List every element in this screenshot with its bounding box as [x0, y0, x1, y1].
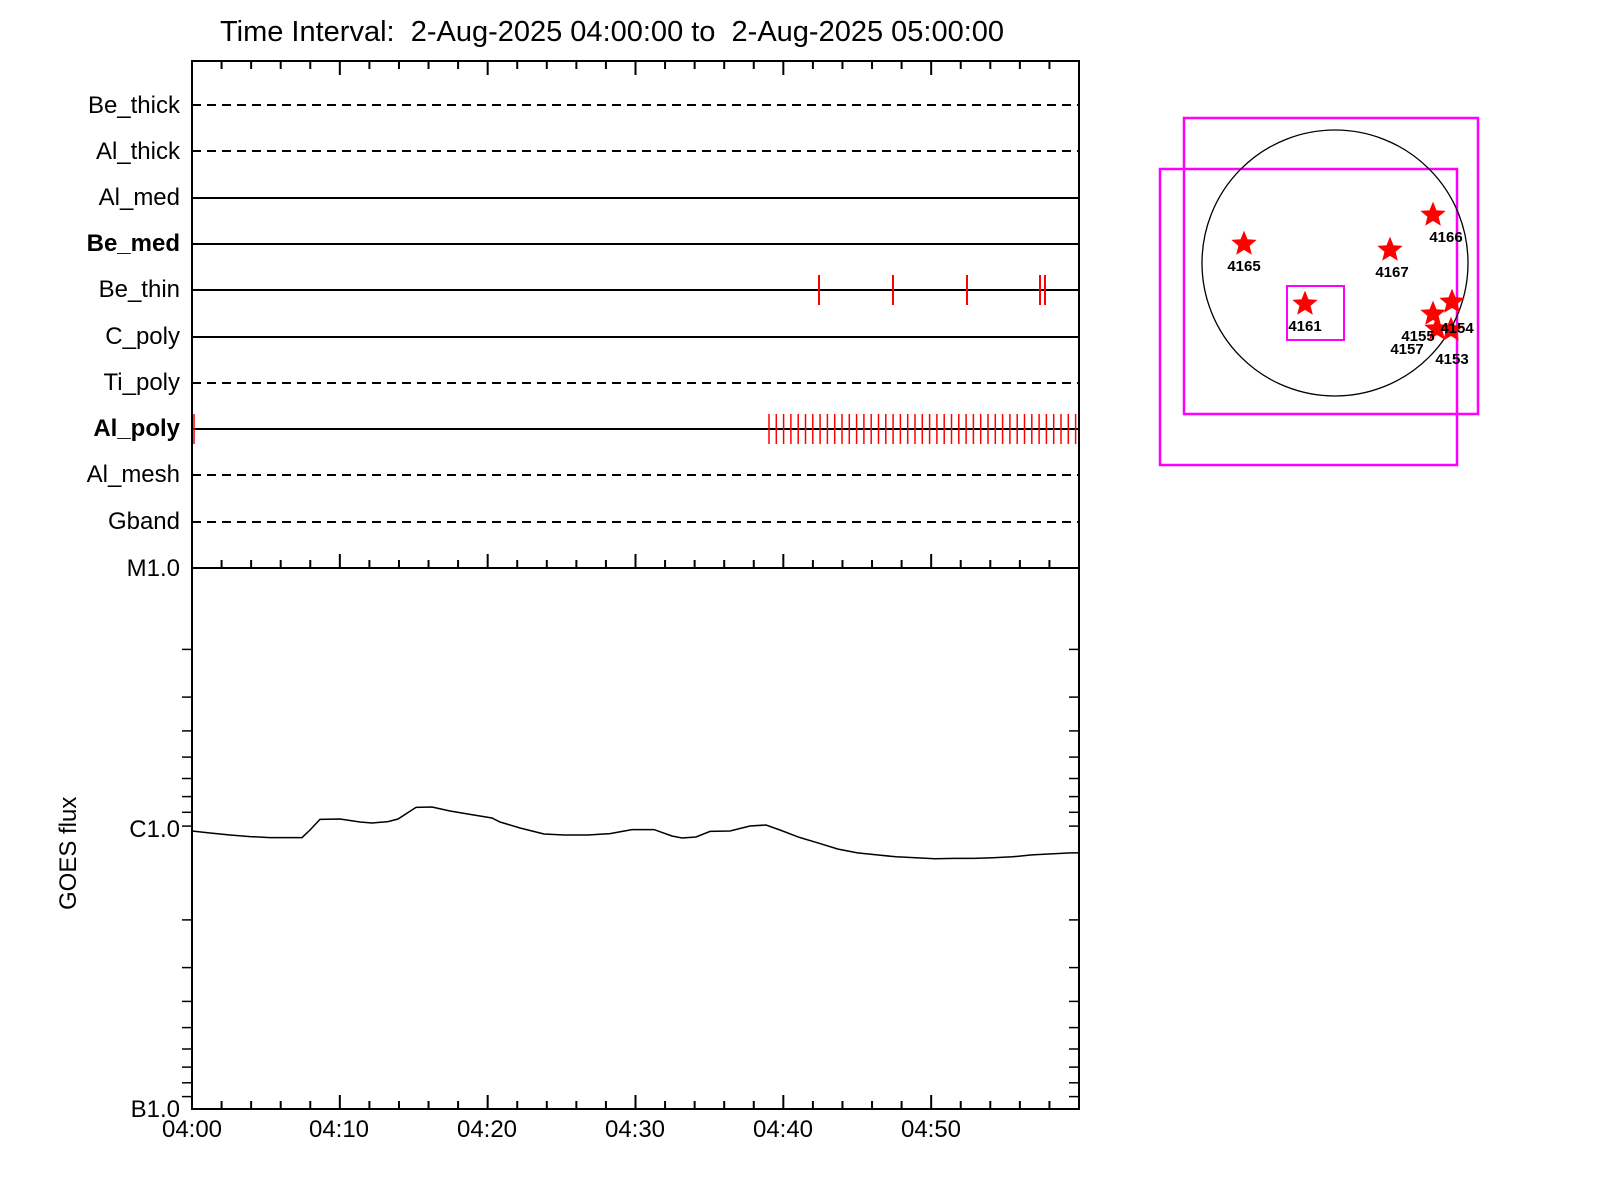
svg-text:4157: 4157	[1390, 341, 1423, 358]
svg-text:4153: 4153	[1435, 351, 1468, 368]
svg-text:4154: 4154	[1440, 320, 1474, 337]
svg-text:4167: 4167	[1375, 264, 1408, 281]
svg-text:4165: 4165	[1227, 258, 1260, 275]
svg-text:4161: 4161	[1288, 318, 1321, 335]
svg-text:4166: 4166	[1429, 229, 1462, 246]
